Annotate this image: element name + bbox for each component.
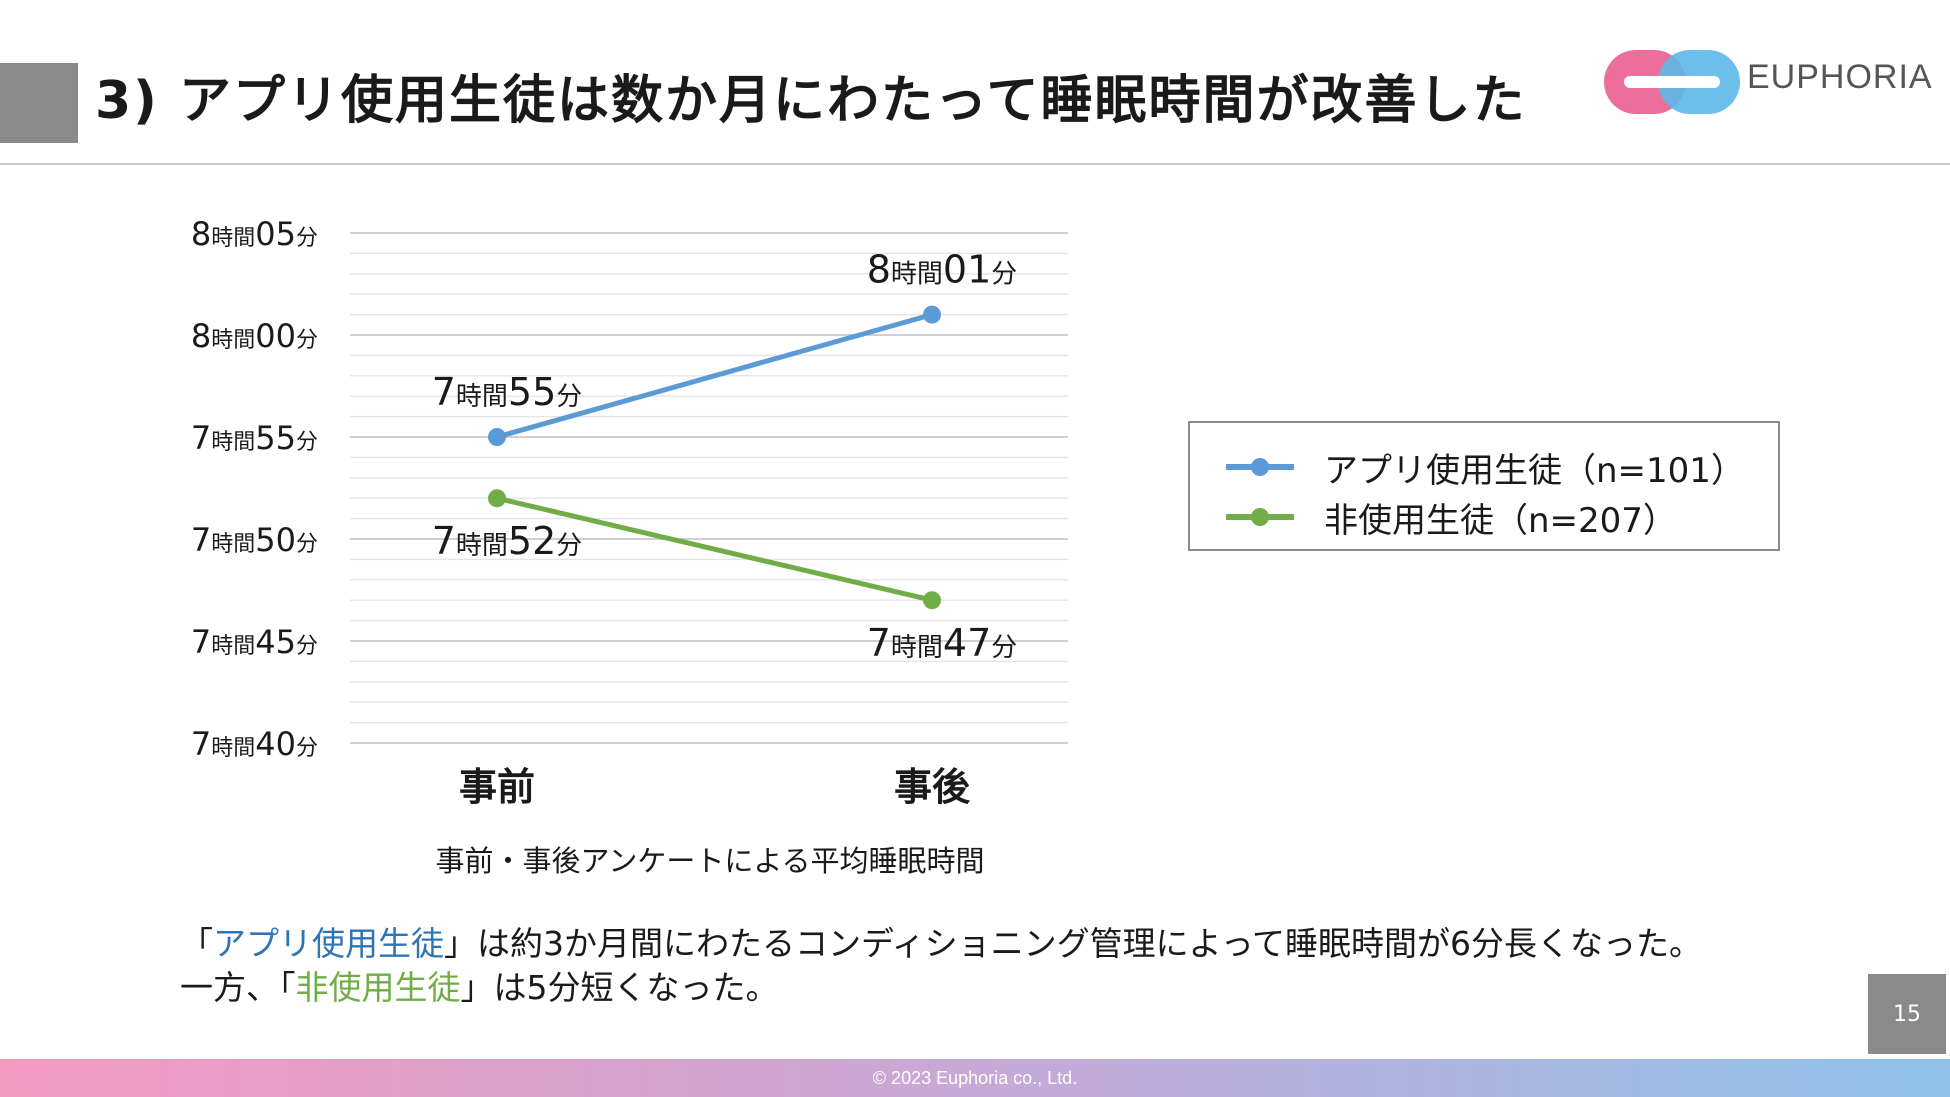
data-point <box>488 489 506 508</box>
caption-text-1: 」は約3か月間にわたるコンディショニング管理によって睡眠時間が6分長くなった。 <box>444 924 1703 963</box>
legend-marker-green-icon <box>1226 508 1294 526</box>
x-tick-label: 事後 <box>894 765 971 809</box>
caption-bracket: 「 <box>180 924 213 963</box>
footer-bar: © 2023 Euphoria co., Ltd. <box>0 1059 1950 1097</box>
page-number: 15 <box>1868 974 1946 1054</box>
title-accent-box <box>0 63 78 143</box>
series-line <box>496 312 933 440</box>
page-title: 3) アプリ使用生徒は数か月にわたって睡眠時間が改善した <box>95 71 1527 131</box>
caption-highlight-non-users: 非使用生徒 <box>295 968 461 1007</box>
y-tick-label: 7時間40分 <box>191 725 318 763</box>
caption-prefix-2: 一方、「 <box>180 968 296 1007</box>
y-tick-label: 7時間45分 <box>191 623 318 661</box>
legend-item-app-users: アプリ使用生徒（n=101） <box>1224 447 1745 491</box>
y-tick-label: 7時間50分 <box>191 521 318 559</box>
y-axis-tick-labels: 8時間05分 8時間00分 7時間55分 7時間50分 7時間45分 7時間40分 <box>191 215 318 763</box>
data-label: 7時間47分 <box>867 621 1018 665</box>
euphoria-logo: EUPHORIA <box>1602 46 1932 118</box>
caption-line-1: 「アプリ使用生徒」は約3か月間にわたるコンディショニング管理によって睡眠時間が6… <box>180 922 1702 966</box>
chart-gridlines <box>350 232 1068 744</box>
chart-series <box>488 305 941 610</box>
x-axis-tick-labels: 事前 事後 <box>459 765 971 809</box>
legend-label-app-users: アプリ使用生徒（n=101） <box>1324 450 1745 491</box>
chart-legend: アプリ使用生徒（n=101） 非使用生徒（n=207） <box>1188 421 1780 551</box>
footer-copyright: © 2023 Euphoria co., Ltd. <box>872 1068 1078 1088</box>
legend-marker-blue-icon <box>1226 458 1294 476</box>
data-point <box>923 305 941 324</box>
sleep-time-line-chart: 8時間05分8時間00分7時間55分7時間50分7時間45分7時間40分 事前事… <box>191 215 1068 809</box>
logo-text: EUPHORIA <box>1747 58 1933 96</box>
summary-caption: 「アプリ使用生徒」は約3か月間にわたるコンディショニング管理によって睡眠時間が6… <box>180 922 1702 1010</box>
legend-item-non-users: 非使用生徒（n=207） <box>1224 497 1677 541</box>
data-point <box>923 591 941 610</box>
y-tick-label: 8時間00分 <box>191 317 318 355</box>
logo-mark-icon <box>1604 50 1740 114</box>
data-label: 7時間52分 <box>432 519 583 563</box>
series-line <box>496 495 933 603</box>
data-labels: 7時間55分 8時間01分 7時間52分 7時間47分 <box>432 248 1018 666</box>
title-divider <box>0 163 1950 165</box>
caption-highlight-app-users: アプリ使用生徒 <box>213 924 444 963</box>
data-label: 7時間55分 <box>432 370 583 414</box>
data-label: 8時間01分 <box>867 248 1018 292</box>
legend-label-non-users: 非使用生徒（n=207） <box>1324 500 1677 541</box>
y-tick-label: 7時間55分 <box>191 419 318 457</box>
y-tick-label: 8時間05分 <box>191 215 318 253</box>
x-tick-label: 事前 <box>459 765 535 809</box>
caption-text-2: 」は5分短くなった。 <box>460 968 779 1007</box>
chart-subtitle: 事前・事後アンケートによる平均睡眠時間 <box>435 844 985 878</box>
data-point <box>488 428 506 446</box>
caption-line-2: 一方、「非使用生徒」は5分短くなった。 <box>180 966 1702 1010</box>
